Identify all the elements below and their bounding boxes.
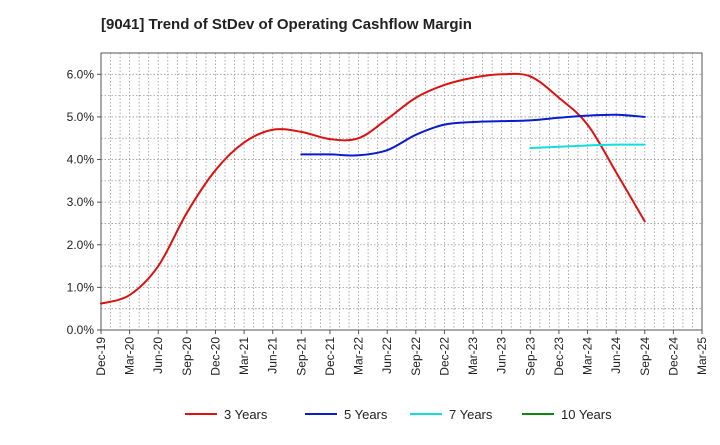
y-tick-label: 2.0% <box>67 238 95 252</box>
x-tick-label: Mar-25 <box>695 337 709 375</box>
x-tick-label: Mar-24 <box>581 337 595 375</box>
series-lines <box>100 72 646 305</box>
x-tick-label: Jun-22 <box>380 337 394 374</box>
grid-lines <box>101 53 702 330</box>
x-tick-label: Sep-21 <box>294 337 308 376</box>
x-tick-label: Dec-24 <box>666 337 680 376</box>
x-tick-label: Sep-23 <box>523 337 537 376</box>
x-tick-label: Sep-22 <box>409 337 423 376</box>
x-tick-label: Jun-24 <box>609 337 623 374</box>
legend-label-10-years: 10 Years <box>561 407 612 422</box>
series-line-5-years <box>300 113 646 157</box>
y-tick-label: 5.0% <box>67 110 95 124</box>
x-tick-label: Jun-23 <box>495 337 509 374</box>
plot-area <box>100 52 703 331</box>
x-axis-ticks: Dec-19 Mar-20 Jun-20 Sep-20 Dec-20 Mar-21 Jun-… <box>94 330 709 376</box>
x-tick-label: Mar-20 <box>123 337 137 375</box>
y-tick-label: 1.0% <box>67 280 95 294</box>
series-line-7-years <box>529 143 646 150</box>
y-axis-ticks: 0.0% 1.0% 2.0% 3.0% 4.0% 5.0% 6.0% <box>67 67 101 337</box>
chart-title: [9041] Trend of StDev of Operating Cashf… <box>101 16 472 33</box>
x-tick-label: Dec-19 <box>94 337 108 376</box>
legend-label-7-years: 7 Years <box>449 407 493 422</box>
legend-label-3-years: 3 Years <box>224 407 268 422</box>
x-tick-label: Mar-22 <box>352 337 366 375</box>
legend: 3 Years 5 Years 7 Years 10 Years <box>185 407 612 422</box>
x-tick-label: Jun-20 <box>151 337 165 374</box>
x-tick-label: Mar-23 <box>466 337 480 375</box>
x-tick-label: Dec-22 <box>437 337 451 376</box>
y-tick-label: 6.0% <box>67 67 95 81</box>
legend-label-5-years: 5 Years <box>344 407 388 422</box>
y-tick-label: 0.0% <box>67 323 95 337</box>
y-tick-label: 3.0% <box>67 195 95 209</box>
x-tick-label: Sep-20 <box>180 337 194 376</box>
x-tick-label: Mar-21 <box>237 337 251 375</box>
series-line-3-years <box>100 72 646 305</box>
y-tick-label: 4.0% <box>67 153 95 167</box>
x-tick-label: Dec-23 <box>552 337 566 376</box>
x-tick-label: Jun-21 <box>266 337 280 374</box>
x-tick-label: Sep-24 <box>638 337 652 376</box>
x-tick-label: Dec-20 <box>208 337 222 376</box>
x-tick-label: Dec-21 <box>323 337 337 376</box>
